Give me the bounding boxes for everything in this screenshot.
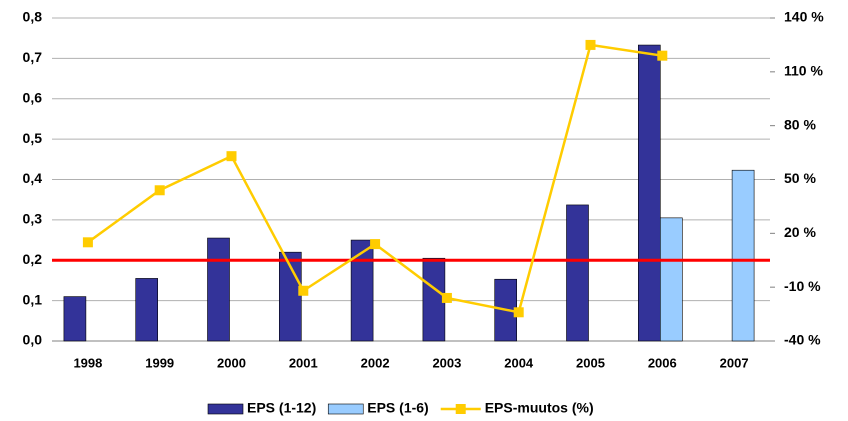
x-tick-label: 1999	[145, 355, 174, 370]
line-marker	[154, 185, 165, 196]
x-tick-label: 2007	[720, 355, 749, 370]
x-tick-label: 2003	[432, 355, 461, 370]
bar	[207, 237, 230, 342]
y-tick-label: 0,0	[23, 332, 43, 348]
x-tick-label: 2004	[504, 355, 534, 370]
legend-swatch	[455, 404, 466, 414]
bar	[422, 257, 446, 342]
y-tick-label: 0,3	[23, 211, 43, 227]
y-tick-label: 0,5	[23, 130, 43, 146]
y-tick-label: 0,8	[23, 9, 43, 25]
bar	[350, 239, 374, 342]
bar	[731, 169, 755, 342]
x-tick-label: 1998	[73, 355, 102, 370]
x-tick-label: 2001	[289, 355, 318, 370]
y2-tick-label: -40 %	[784, 332, 821, 348]
line-marker	[513, 307, 524, 318]
bar	[659, 217, 683, 342]
x-tick-label: 2006	[648, 355, 677, 370]
legend-label: EPS (1-12)	[247, 400, 316, 416]
legend-label: EPS (1-6)	[367, 400, 428, 416]
bar	[135, 278, 158, 342]
x-tick-label: 2000	[217, 355, 246, 370]
line-marker	[441, 292, 452, 303]
y2-tick-label: 110 %	[784, 63, 823, 79]
line-marker	[226, 151, 237, 162]
y-tick-label: 0,6	[23, 89, 43, 105]
y2-tick-label: 50 %	[784, 170, 816, 186]
bar	[63, 296, 87, 342]
line-marker	[370, 239, 381, 250]
line-marker	[657, 50, 668, 61]
x-tick-label: 2005	[576, 355, 605, 370]
y-tick-label: 0,2	[23, 251, 43, 267]
legend-swatch	[327, 403, 364, 415]
y2-tick-label: -10 %	[784, 278, 821, 294]
line-marker	[82, 237, 93, 248]
y-tick-label: 0,1	[23, 291, 43, 307]
y-tick-label: 0,7	[23, 49, 43, 65]
line-marker	[298, 285, 309, 296]
bar	[637, 44, 661, 342]
legend-swatch	[207, 403, 244, 415]
y2-tick-label: 140 %	[784, 9, 824, 25]
line-marker	[585, 39, 596, 50]
bar	[566, 204, 589, 342]
y2-tick-label: 20 %	[784, 224, 816, 240]
y2-tick-label: 80 %	[784, 116, 816, 132]
x-tick-label: 2002	[361, 355, 390, 370]
legend-label: EPS-muutos (%)	[485, 400, 594, 416]
y-tick-label: 0,4	[23, 170, 43, 186]
